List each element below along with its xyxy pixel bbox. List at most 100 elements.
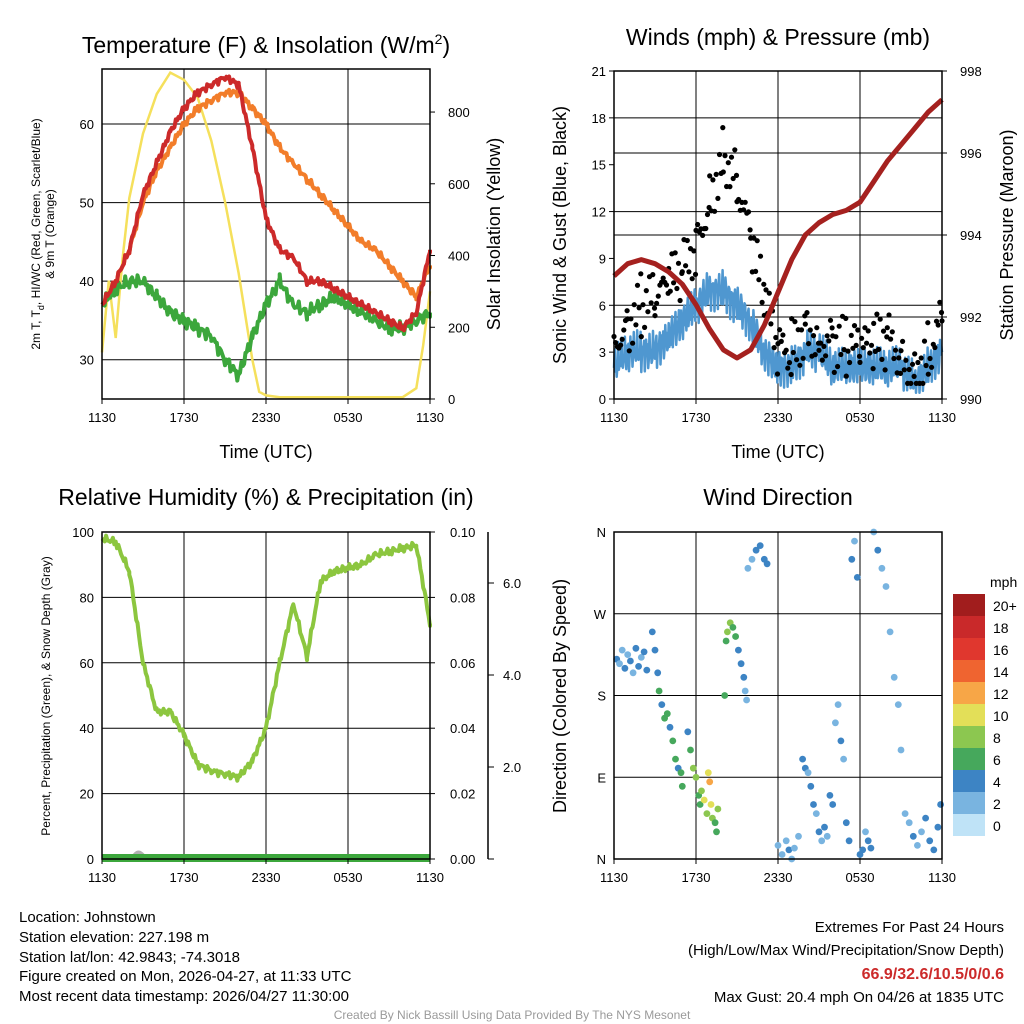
legend-label-4: 12 <box>993 686 1009 702</box>
wind-direction-point <box>807 782 815 790</box>
wind-direction-point <box>829 801 837 808</box>
wind-direction-point <box>624 651 632 658</box>
gust-point <box>937 299 943 305</box>
gust-point <box>618 342 624 348</box>
wind-direction-point <box>698 787 705 795</box>
gust-point <box>925 371 931 377</box>
wind-direction-point <box>678 782 686 790</box>
wind-direction-point <box>837 737 845 745</box>
gust-point <box>847 359 853 366</box>
gust-point <box>771 345 777 351</box>
gust-point <box>757 253 764 259</box>
wind-direction-xtick-label-2: 2330 <box>764 870 793 885</box>
legend-label-5: 10 <box>993 708 1009 724</box>
gust-point <box>932 344 938 351</box>
wind-direction-point <box>735 646 742 654</box>
wind-direction-point <box>799 755 806 763</box>
gust-point <box>651 305 658 311</box>
wind-direction-ytick-3: W <box>594 607 607 622</box>
gust-point <box>628 316 634 322</box>
wind-direction-point <box>648 628 656 636</box>
winds-series <box>611 97 945 395</box>
gust-point <box>886 312 892 318</box>
wind-direction-xtick-label-3: 0530 <box>846 870 875 885</box>
gust-point <box>700 232 706 238</box>
gust-point <box>856 353 863 359</box>
wind-direction-point <box>713 828 720 836</box>
winds-ylabel-left: Sonic Wind & Gust (Blue, Black) <box>550 106 570 364</box>
gust-point <box>923 362 929 369</box>
wind-direction-point <box>654 669 662 677</box>
wind-direction-point <box>922 814 929 822</box>
gust-point <box>867 350 873 356</box>
precip-ytick-label-3: 0.06 <box>450 656 475 671</box>
gust-point <box>727 184 733 190</box>
gust-point <box>780 332 786 338</box>
wind-direction-point <box>826 792 834 799</box>
gust-point <box>862 325 868 331</box>
wind-direction-point <box>834 701 842 708</box>
footer-location: Location: Johnstown <box>19 909 156 926</box>
gust-point <box>911 373 917 379</box>
legend-swatch-2 <box>953 638 985 660</box>
wind-direction-ytick-2: S <box>597 689 606 704</box>
wind-direction-point <box>778 851 786 858</box>
gust-point <box>716 151 723 158</box>
gust-point <box>677 297 683 304</box>
gust-point <box>773 334 779 341</box>
gust-point <box>655 293 661 299</box>
gust-point <box>630 340 636 346</box>
gust-point <box>624 308 630 314</box>
legend-label-2: 16 <box>993 642 1009 658</box>
humidity-xtick-label-3: 0530 <box>334 870 363 885</box>
gust-point <box>860 345 866 351</box>
gust-point <box>889 329 895 335</box>
wind-direction-point <box>714 805 722 813</box>
wind-direction-ytick-0: N <box>597 852 606 867</box>
gust-point <box>725 160 731 166</box>
humidity-xtick-label-2: 2330 <box>252 870 281 885</box>
humidity-series <box>100 533 432 862</box>
wind-direction-panel: Wind Direction N E S W N 1130 1730 2330 0530 1130… <box>550 484 1017 885</box>
gust-point <box>891 355 897 362</box>
wind-direction-point <box>740 673 748 681</box>
wind-direction-point <box>774 842 782 849</box>
wind-direction-point <box>823 832 831 840</box>
gust-point <box>868 342 875 348</box>
wind-direction-point <box>729 624 737 631</box>
wind-direction-point <box>627 657 634 665</box>
gust-point <box>747 227 753 233</box>
wind-direction-point <box>696 801 704 808</box>
wind-direction-point <box>663 710 671 718</box>
winds-tick-labels: 0 3 6 9 12 15 18 21 990 992 994 996 998 1130 1730 2330 0… <box>592 64 982 425</box>
wind-direction-point <box>741 687 749 695</box>
gust-point <box>667 288 673 294</box>
wind-direction-point <box>894 701 902 708</box>
gust-point <box>841 347 847 353</box>
temperature-xlabel: Time (UTC) <box>219 442 312 462</box>
gust-point <box>851 323 858 329</box>
gust-point <box>790 349 796 356</box>
snow-ytick-label-1: 4.0 <box>503 668 521 683</box>
gust-point <box>831 369 837 375</box>
wind-direction-point <box>707 801 715 808</box>
gust-point <box>732 147 738 153</box>
wind-direction-point <box>842 819 850 827</box>
temperature-ytick-left-2: 50 <box>80 196 94 211</box>
temperature-series <box>100 70 432 399</box>
winds-ytick-left-4: 12 <box>592 205 606 220</box>
humidity-ytick-left-1: 20 <box>80 787 94 802</box>
gust-point <box>619 336 625 342</box>
wind-direction-ytick-4: N <box>597 525 606 540</box>
wind-direction-point <box>658 701 666 708</box>
temperature-xtick-label-2: 2330 <box>252 410 281 425</box>
gust-point <box>810 333 817 339</box>
gust-point <box>798 327 805 333</box>
gust-point <box>756 277 762 283</box>
legend-swatch-3 <box>953 660 985 682</box>
temperature-ytick-right-3: 600 <box>448 177 470 192</box>
wind-direction-point <box>840 755 847 763</box>
humidity-tick-labels: 0 20 40 60 80 100 0.00 0.02 0.04 0.06 0.08 0.10 2.0 4… <box>72 525 521 885</box>
wind-direction-point <box>635 663 642 670</box>
precip-ytick-label-4: 0.08 <box>450 590 475 605</box>
